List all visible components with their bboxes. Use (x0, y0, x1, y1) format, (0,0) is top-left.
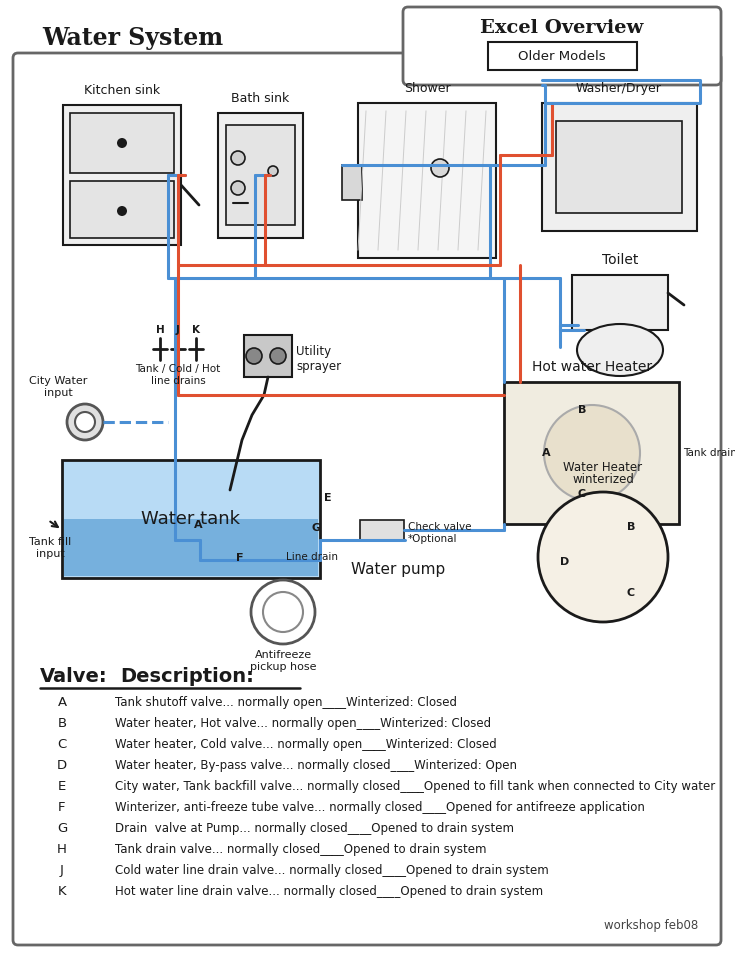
Text: Washer/Dryer: Washer/Dryer (576, 82, 662, 95)
Bar (62, 460, 320, 578)
Bar (64, 519, 318, 576)
Text: C: C (627, 588, 635, 598)
Text: E: E (324, 493, 331, 503)
Circle shape (231, 181, 245, 195)
Circle shape (270, 348, 286, 364)
Text: A: A (57, 696, 67, 709)
Text: Hot water line drain valve... normally closed____Opened to drain system: Hot water line drain valve... normally c… (115, 885, 543, 898)
Text: Shower: Shower (404, 82, 451, 95)
Text: J: J (176, 325, 180, 335)
Text: Description:: Description: (120, 667, 254, 686)
Bar (504, 382, 679, 524)
Text: K: K (57, 885, 66, 898)
Circle shape (117, 206, 127, 216)
Bar (556, 121, 682, 213)
Text: C: C (578, 489, 586, 499)
Text: Tank shutoff valve... normally open____Winterized: Closed: Tank shutoff valve... normally open____W… (115, 696, 457, 709)
Text: G: G (57, 822, 67, 835)
Text: B: B (627, 522, 635, 532)
Circle shape (268, 166, 278, 176)
FancyBboxPatch shape (403, 7, 721, 85)
Bar (542, 103, 697, 231)
Text: winterized: winterized (572, 473, 634, 486)
Text: Tank drain valve... normally closed____Opened to drain system: Tank drain valve... normally closed____O… (115, 843, 487, 856)
Circle shape (544, 405, 640, 501)
Text: Older Models: Older Models (518, 50, 606, 62)
Text: Water Heater: Water Heater (564, 461, 642, 474)
Circle shape (67, 404, 103, 440)
Text: Bath sink: Bath sink (231, 92, 289, 105)
Text: Tank fill
input: Tank fill input (29, 537, 71, 558)
Circle shape (538, 492, 668, 622)
Circle shape (431, 159, 449, 177)
Text: Water heater, Hot valve... normally open____Winterized: Closed: Water heater, Hot valve... normally open… (115, 717, 491, 730)
Bar (63, 105, 181, 245)
Bar (226, 125, 295, 225)
Circle shape (117, 138, 127, 148)
Bar (342, 165, 362, 200)
Text: D: D (57, 759, 67, 772)
Text: H: H (156, 325, 165, 335)
Bar (572, 275, 668, 330)
Text: E: E (58, 780, 66, 793)
Bar (70, 113, 174, 173)
Text: Water heater, Cold valve... normally open____Winterized: Closed: Water heater, Cold valve... normally ope… (115, 738, 497, 751)
Text: Drain  valve at Pump... normally closed____Opened to drain system: Drain valve at Pump... normally closed__… (115, 822, 514, 835)
Bar (244, 335, 292, 377)
Text: C: C (57, 738, 67, 751)
Text: D: D (560, 557, 570, 567)
Ellipse shape (577, 324, 663, 376)
Text: Water System: Water System (42, 26, 223, 50)
Text: Tank / Cold / Hot
line drains: Tank / Cold / Hot line drains (135, 364, 220, 385)
Text: Water heater, By-pass valve... normally closed____Winterized: Open: Water heater, By-pass valve... normally … (115, 759, 517, 772)
Bar (70, 181, 174, 238)
Text: Hot water Heater: Hot water Heater (532, 360, 652, 374)
Bar (218, 113, 303, 238)
Bar (358, 103, 496, 258)
Text: Utility
sprayer: Utility sprayer (296, 345, 341, 373)
Text: Check valve
*Optional: Check valve *Optional (408, 522, 471, 544)
Text: G: G (312, 523, 320, 533)
Text: Line drain: Line drain (286, 552, 338, 562)
FancyBboxPatch shape (13, 53, 721, 945)
Text: Winterizer, anti-freeze tube valve... normally closed____Opened for antifreeze a: Winterizer, anti-freeze tube valve... no… (115, 801, 645, 814)
Text: Cold water line drain valve... normally closed____Opened to drain system: Cold water line drain valve... normally … (115, 864, 549, 877)
Bar (360, 520, 404, 540)
Text: H: H (57, 843, 67, 856)
Text: Excel Overview: Excel Overview (480, 19, 644, 37)
Circle shape (231, 151, 245, 165)
Text: B: B (578, 405, 587, 415)
Text: Kitchen sink: Kitchen sink (84, 84, 160, 97)
Text: J: J (60, 864, 64, 877)
Text: Water pump: Water pump (351, 562, 445, 577)
Text: K: K (192, 325, 200, 335)
Text: Antifreeze
pickup hose: Antifreeze pickup hose (250, 650, 316, 672)
Text: A: A (542, 448, 551, 458)
Text: workshop feb08: workshop feb08 (603, 919, 698, 932)
Text: Toilet: Toilet (602, 253, 638, 267)
FancyBboxPatch shape (488, 42, 637, 70)
Text: A: A (194, 520, 202, 530)
Bar (559, 513, 647, 601)
Text: City water, Tank backfill valve... normally closed____Opened to fill tank when c: City water, Tank backfill valve... norma… (115, 780, 715, 793)
Circle shape (75, 412, 95, 432)
Text: Water tank: Water tank (142, 510, 240, 528)
Text: Tank drain: Tank drain (683, 448, 735, 458)
Text: B: B (57, 717, 67, 730)
Text: F: F (58, 801, 65, 814)
Text: Valve:: Valve: (40, 667, 107, 686)
Circle shape (246, 348, 262, 364)
Text: City Water
input: City Water input (29, 377, 87, 398)
Text: F: F (236, 553, 244, 563)
